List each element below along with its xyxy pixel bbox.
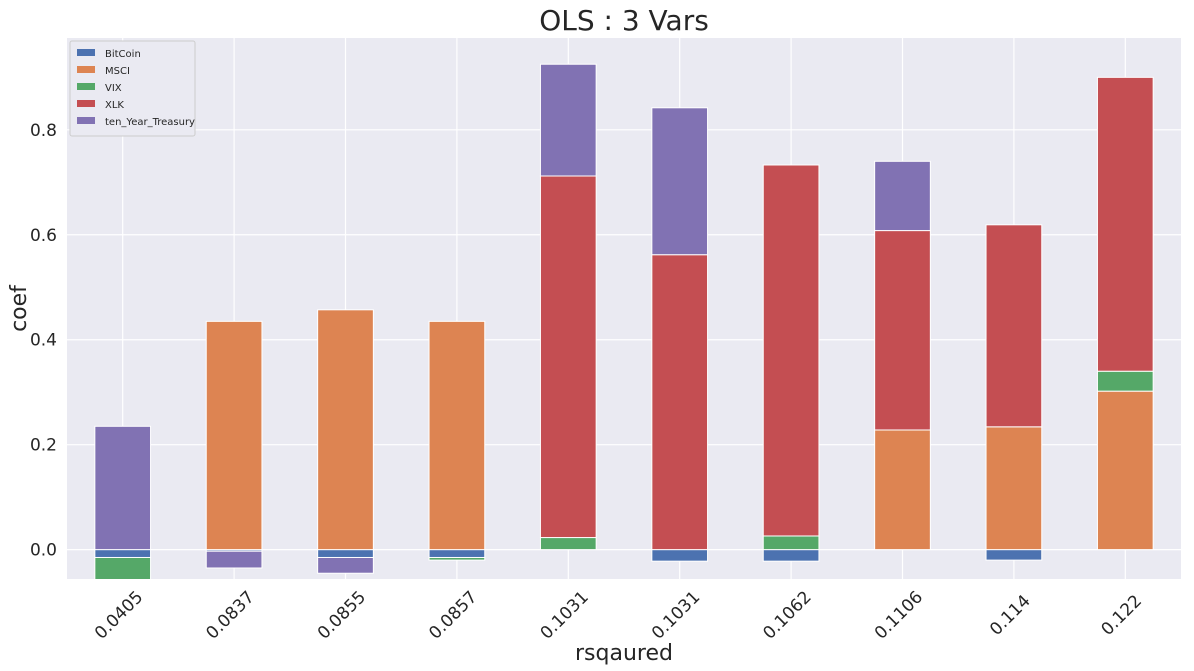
- y-tick-label: 0.0: [30, 541, 57, 561]
- bar-segment-msci: [317, 309, 374, 551]
- chart-title: OLS : 3 Vars: [539, 4, 709, 37]
- bar-segment-ten-year-treasury: [317, 556, 374, 574]
- bar-segment-bitcoin: [94, 549, 152, 558]
- bar-segment-bitcoin: [317, 549, 374, 558]
- bar-segment-vix: [539, 537, 597, 551]
- bar-segment-msci: [874, 429, 931, 551]
- legend-swatch: [77, 83, 95, 90]
- legend-label: BitCoin: [105, 49, 141, 60]
- legend-swatch: [77, 49, 95, 56]
- bar-segment-msci: [985, 426, 1043, 551]
- legend-swatch: [77, 117, 95, 124]
- legend-box: [69, 40, 196, 137]
- bar-segment-msci: [428, 320, 486, 551]
- y-tick-label: 0.8: [30, 121, 57, 141]
- y-tick-label: 0.4: [30, 331, 57, 351]
- legend-label: VIX: [105, 83, 122, 94]
- bar-segment-bitcoin: [428, 549, 486, 558]
- x-axis-label: rsqaured: [575, 641, 673, 666]
- bar-segment-bitcoin: [985, 549, 1043, 561]
- bar-segment-vix: [762, 535, 820, 551]
- y-tick-label: 0.6: [30, 226, 57, 246]
- legend-label: MSCI: [105, 66, 130, 77]
- bar-segment-ten-year-treasury: [539, 63, 597, 177]
- y-axis-label: coef: [7, 284, 32, 332]
- bar-segment-vix: [94, 556, 152, 579]
- bars: [94, 63, 1154, 579]
- legend-swatch: [77, 100, 95, 107]
- bar-segment-vix: [1096, 370, 1154, 392]
- bar-segment-msci: [1096, 390, 1154, 551]
- bar-segment-bitcoin: [762, 549, 820, 562]
- bar-segment-xlk: [762, 164, 820, 537]
- bar-segment-xlk: [539, 175, 597, 539]
- bar-segment-ten-year-treasury: [94, 425, 152, 551]
- bar-segment-xlk: [651, 254, 709, 551]
- legend-label: ten_Year_Treasury: [105, 117, 195, 128]
- y-tick-label: 0.2: [30, 436, 57, 456]
- bar-segment-ten-year-treasury: [874, 160, 931, 232]
- bar-segment-xlk: [874, 230, 931, 431]
- legend: BitCoin MSCI VIX XLK ten_Year_Treasury: [69, 40, 196, 137]
- bar-segment-bitcoin: [651, 549, 709, 562]
- legend-label: XLK: [105, 100, 124, 111]
- bar-segment-xlk: [985, 224, 1043, 428]
- legend-swatch: [77, 66, 95, 73]
- bar-segment-xlk: [1096, 76, 1154, 372]
- bar-segment-msci: [205, 320, 263, 551]
- bar-segment-ten-year-treasury: [205, 550, 263, 569]
- bar-segment-vix: [428, 556, 486, 561]
- bar-segment-ten-year-treasury: [651, 107, 709, 256]
